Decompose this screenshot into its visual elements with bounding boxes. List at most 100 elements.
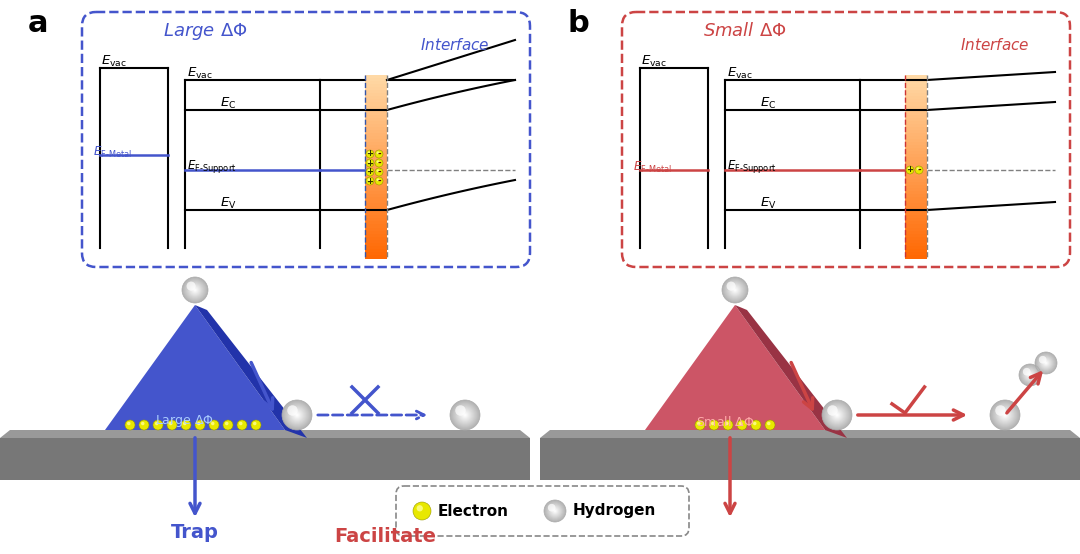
Bar — [905, 148, 927, 152]
Circle shape — [1022, 367, 1038, 383]
Circle shape — [1041, 358, 1051, 368]
Text: $E_{\mathrm{F\text{-}Metal}}$: $E_{\mathrm{F\text{-}Metal}}$ — [93, 145, 132, 160]
Bar — [905, 218, 927, 222]
Circle shape — [184, 279, 206, 301]
Circle shape — [998, 408, 1012, 422]
Circle shape — [544, 500, 566, 522]
Circle shape — [1020, 364, 1041, 386]
Circle shape — [375, 177, 383, 185]
Circle shape — [1043, 360, 1049, 366]
Text: -: - — [377, 158, 381, 167]
Text: $E_{\mathrm{vac}}$: $E_{\mathrm{vac}}$ — [727, 66, 753, 81]
Bar — [365, 209, 387, 213]
Bar — [365, 115, 387, 118]
Bar — [905, 194, 927, 197]
Bar — [365, 182, 387, 185]
Circle shape — [375, 168, 383, 176]
Bar — [905, 191, 927, 194]
Circle shape — [1045, 362, 1047, 364]
Bar — [365, 255, 387, 259]
Circle shape — [834, 412, 840, 418]
Text: $\it{Interface}$: $\it{Interface}$ — [960, 37, 1030, 53]
Circle shape — [127, 422, 131, 425]
Polygon shape — [105, 305, 285, 430]
Circle shape — [192, 287, 198, 293]
Circle shape — [456, 406, 474, 424]
Circle shape — [990, 400, 1020, 430]
Text: +: + — [366, 150, 374, 158]
Bar — [905, 78, 927, 81]
Circle shape — [458, 408, 472, 422]
Text: $E_{\mathrm{F\text{-}Metal}}$: $E_{\mathrm{F\text{-}Metal}}$ — [633, 160, 672, 175]
Circle shape — [377, 178, 379, 181]
Bar — [905, 167, 927, 170]
Circle shape — [906, 166, 914, 174]
Bar — [365, 203, 387, 207]
Bar — [365, 194, 387, 197]
Circle shape — [737, 420, 747, 430]
Circle shape — [296, 414, 298, 416]
Circle shape — [1003, 413, 1007, 417]
Circle shape — [723, 277, 748, 303]
Circle shape — [456, 405, 465, 416]
Circle shape — [1001, 411, 1009, 419]
Circle shape — [366, 168, 374, 176]
Circle shape — [726, 281, 744, 299]
Text: $E_{\mathrm{V}}$: $E_{\mathrm{V}}$ — [760, 196, 777, 211]
Bar — [365, 163, 387, 167]
Circle shape — [375, 159, 383, 167]
Circle shape — [991, 401, 1020, 429]
Bar — [905, 230, 927, 234]
Circle shape — [733, 288, 737, 292]
Circle shape — [1038, 355, 1054, 371]
Circle shape — [1021, 366, 1039, 384]
Circle shape — [995, 405, 1015, 425]
Text: $E_{\mathrm{vac}}$: $E_{\mathrm{vac}}$ — [642, 54, 667, 69]
Bar — [905, 182, 927, 185]
Bar — [365, 176, 387, 179]
Circle shape — [462, 412, 468, 418]
Polygon shape — [735, 305, 847, 438]
Circle shape — [377, 170, 379, 172]
Circle shape — [1026, 371, 1034, 379]
Circle shape — [1004, 414, 1005, 416]
Circle shape — [454, 404, 476, 426]
Bar — [905, 222, 927, 225]
Circle shape — [827, 405, 847, 425]
Circle shape — [836, 414, 838, 416]
Circle shape — [237, 420, 247, 430]
Bar — [365, 206, 387, 210]
Circle shape — [831, 408, 843, 422]
Circle shape — [997, 407, 1013, 423]
Circle shape — [291, 409, 303, 421]
Circle shape — [729, 284, 741, 296]
Bar — [365, 130, 387, 134]
Circle shape — [723, 420, 733, 430]
Bar — [365, 155, 387, 158]
Circle shape — [183, 277, 208, 303]
Bar — [365, 191, 387, 194]
Circle shape — [828, 406, 846, 424]
Circle shape — [1023, 368, 1030, 376]
Circle shape — [831, 409, 843, 421]
Bar — [905, 109, 927, 112]
Bar — [365, 222, 387, 225]
Text: +: + — [366, 158, 374, 167]
Circle shape — [455, 405, 475, 425]
Circle shape — [731, 286, 739, 294]
Circle shape — [1044, 361, 1048, 365]
Bar — [365, 127, 387, 130]
Circle shape — [822, 400, 852, 430]
Circle shape — [696, 420, 705, 430]
Bar — [905, 228, 927, 231]
Bar — [365, 212, 387, 216]
Bar — [905, 252, 927, 255]
Circle shape — [461, 411, 469, 419]
Bar — [905, 145, 927, 148]
Polygon shape — [540, 430, 1080, 438]
Bar — [905, 124, 927, 127]
Text: Electron: Electron — [438, 504, 509, 519]
Circle shape — [453, 403, 477, 427]
Bar — [905, 111, 927, 115]
Circle shape — [1020, 365, 1040, 385]
